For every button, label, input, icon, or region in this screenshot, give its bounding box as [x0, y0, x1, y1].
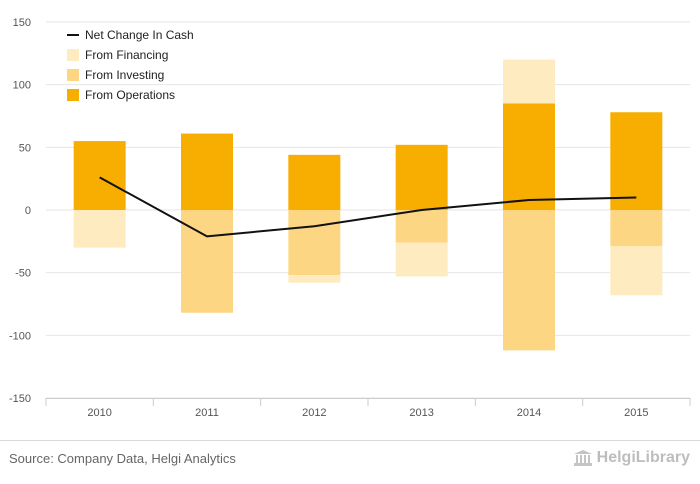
legend-swatch-from-investing	[67, 69, 79, 81]
x-tick-label-2012: 2012	[302, 407, 326, 419]
bar-from-investing-2014[interactable]	[503, 210, 555, 351]
bar-from-operations-2013[interactable]	[395, 144, 448, 210]
bar-from-operations-2010[interactable]	[73, 141, 126, 210]
x-tick-label-2015: 2015	[624, 407, 648, 419]
x-tick-label-2014: 2014	[517, 407, 541, 419]
y-tick-label: 0	[25, 205, 31, 217]
legend: Net Change In Cash From Financing From Inv…	[67, 28, 194, 102]
net-change-line	[99, 176, 637, 238]
y-tick-label: -150	[9, 393, 31, 405]
y-axis: -150 -100 -50 0 50 100 150	[9, 17, 31, 405]
legend-label-from-investing[interactable]: From Investing	[85, 68, 164, 82]
bar-from-financing-2014[interactable]	[503, 59, 555, 104]
legend-swatch-from-financing	[67, 49, 79, 61]
source-text: Source: Company Data, Helgi Analytics	[9, 451, 236, 466]
y-tick-label: 100	[13, 80, 31, 92]
legend-label-from-operations[interactable]: From Operations	[85, 88, 175, 102]
bar-from-financing-2010[interactable]	[73, 210, 126, 248]
y-tick-label: -100	[9, 330, 31, 342]
bar-from-operations-2011[interactable]	[181, 133, 233, 210]
bar-from-investing-2015[interactable]	[610, 210, 663, 247]
bar-from-operations-2012[interactable]	[288, 154, 341, 210]
library-building-icon	[573, 450, 592, 466]
bar-from-investing-2012[interactable]	[288, 210, 341, 276]
bar-from-financing-2013[interactable]	[395, 242, 448, 277]
brand-name: HelgiLibrary	[596, 449, 690, 466]
y-tick-label: 150	[13, 17, 31, 29]
x-tick-label-2011: 2011	[195, 407, 219, 419]
legend-swatch-from-operations	[67, 89, 79, 101]
bars	[73, 59, 663, 351]
grid-lines	[46, 21, 690, 399]
footer: Source: Company Data, Helgi Analytics He…	[0, 440, 700, 484]
brand-logo[interactable]: HelgiLibrary	[573, 449, 690, 467]
x-tick-label-2010: 2010	[87, 407, 111, 419]
line-net-change-in-cash[interactable]	[99, 176, 637, 238]
bar-from-operations-2015[interactable]	[610, 112, 663, 210]
y-tick-label: 50	[19, 142, 31, 154]
x-tick-label-2013: 2013	[409, 407, 433, 419]
bar-from-financing-2012[interactable]	[288, 275, 341, 283]
legend-label-net-change-in-cash[interactable]: Net Change In Cash	[85, 28, 194, 42]
x-axis: 2010 2011 2012 2013 2014 2015	[45, 398, 691, 419]
y-tick-label: -50	[15, 268, 31, 280]
legend-label-from-financing[interactable]: From Financing	[85, 48, 168, 62]
bar-from-financing-2015[interactable]	[610, 246, 663, 296]
bar-from-investing-2013[interactable]	[395, 210, 448, 243]
bar-from-operations-2014[interactable]	[503, 103, 555, 210]
